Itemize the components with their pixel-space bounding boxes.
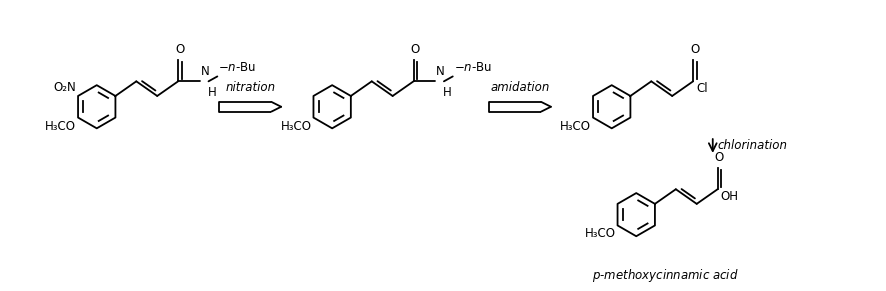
- Text: H: H: [207, 86, 216, 99]
- Text: H₃CO: H₃CO: [560, 120, 591, 132]
- Text: N: N: [436, 65, 445, 78]
- Text: H₃CO: H₃CO: [585, 227, 616, 240]
- Text: −$n$-Bu: −$n$-Bu: [454, 61, 492, 74]
- Text: amidation: amidation: [490, 81, 549, 94]
- Text: O: O: [410, 43, 420, 56]
- Text: H₃CO: H₃CO: [45, 120, 76, 132]
- Text: OH: OH: [720, 190, 739, 203]
- Text: O: O: [175, 43, 184, 56]
- Text: O: O: [690, 43, 699, 56]
- Text: O₂N: O₂N: [53, 81, 76, 94]
- Text: H: H: [443, 86, 452, 99]
- Text: Cl: Cl: [696, 82, 708, 95]
- Text: nitration: nitration: [225, 81, 276, 94]
- Text: O: O: [714, 151, 724, 164]
- Text: N: N: [200, 65, 209, 78]
- Text: chlorination: chlorination: [718, 139, 788, 152]
- Text: −$n$-Bu: −$n$-Bu: [218, 61, 256, 74]
- Text: H₃CO: H₃CO: [281, 120, 312, 132]
- Text: $p$-methoxycinnamic acid: $p$-methoxycinnamic acid: [593, 267, 739, 284]
